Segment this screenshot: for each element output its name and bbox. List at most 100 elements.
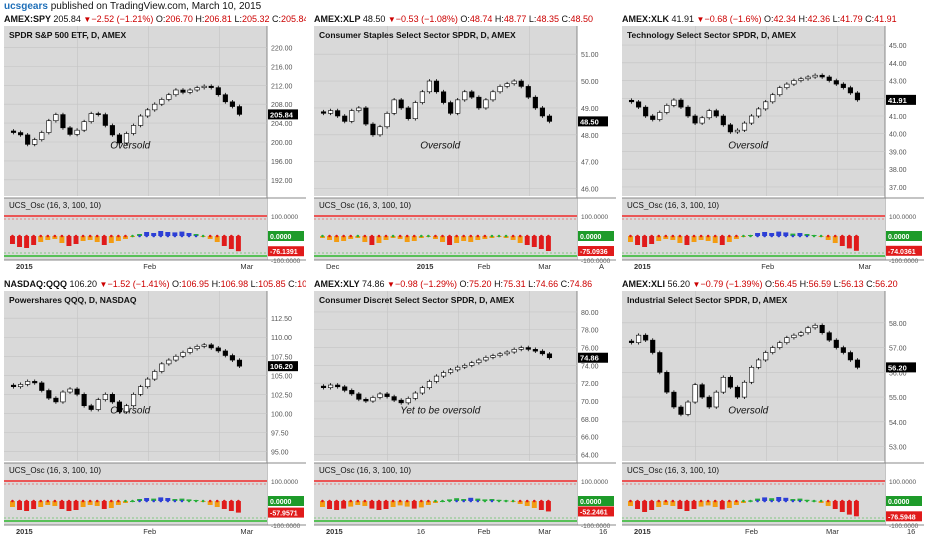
- osc-bar: [783, 232, 789, 236]
- ohlc-values: O:75.20 H:75.31 L:74.66 C:74.86: [460, 279, 593, 289]
- osc-zero-dot: [713, 234, 717, 238]
- symbol-name: AMEX:XLK: [622, 14, 672, 24]
- ohlc-key: O:: [460, 14, 470, 24]
- osc-bar: [397, 236, 403, 239]
- x-tick-label: 16: [907, 527, 915, 536]
- osc-bar: [172, 232, 178, 236]
- osc-bar: [355, 501, 361, 505]
- candle: [102, 112, 108, 128]
- ohlc-values: O:106.95 H:106.98 L:105.85 C:106.20: [172, 279, 306, 289]
- osc-zero-dot: [194, 234, 198, 238]
- osc-bar: [80, 236, 86, 241]
- osc-zero-dot: [629, 499, 632, 503]
- osc-zero-dot: [321, 234, 324, 238]
- candle-body: [727, 376, 733, 388]
- osc-zero-dot: [848, 234, 851, 238]
- osc-bar: [228, 501, 234, 511]
- chart-panel-nasdaq-qqq[interactable]: NASDAQ:QQQ 106.20 ▼−1.52 (−1.41%) O:106.…: [4, 278, 306, 538]
- osc-bar: [101, 501, 107, 509]
- candle-body: [812, 324, 818, 329]
- candle-body: [95, 113, 101, 115]
- osc-last-label: -76.5948: [888, 514, 916, 521]
- osc-zero-dot: [391, 234, 395, 238]
- osc-zero-dot: [756, 499, 759, 503]
- candle: [25, 379, 31, 387]
- osc-bar: [769, 498, 775, 501]
- chart-panel-amex-xlk[interactable]: AMEX:XLK 41.91 ▼−0.68 (−1.6%) O:42.34 H:…: [622, 13, 924, 273]
- candle-body: [791, 80, 797, 85]
- ohlc-key: L:: [528, 279, 536, 289]
- osc-bar: [649, 501, 655, 510]
- price-tick-label: 212.00: [271, 83, 293, 90]
- chart-panel-amex-spy[interactable]: AMEX:SPY 205.84 ▼−2.52 (−1.21%) O:206.70…: [4, 13, 306, 273]
- chart-panel-amex-xlp[interactable]: AMEX:XLP 48.50 ▼−0.53 (−1.08%) O:48.74 H…: [314, 13, 616, 273]
- osc-zero-dot: [32, 234, 35, 238]
- osc-tick-label: 100.0000: [581, 214, 608, 221]
- last-price: 205.84: [53, 14, 84, 24]
- osc-last-tag: [886, 245, 922, 256]
- osc-last-tag: [578, 246, 614, 257]
- candle-body: [173, 89, 179, 96]
- candle-body: [833, 339, 839, 348]
- price-tick-label: 192.00: [271, 178, 293, 185]
- candle: [462, 363, 468, 370]
- osc-zero-dot: [398, 499, 402, 503]
- osc-bar: [762, 497, 768, 501]
- candle-body: [236, 359, 243, 367]
- candle-body: [643, 106, 649, 117]
- candle: [32, 137, 38, 147]
- candle-body: [741, 122, 748, 131]
- candle-body: [180, 352, 186, 357]
- osc-zero-dot: [328, 499, 331, 503]
- candle: [497, 84, 503, 94]
- candle-body: [229, 355, 235, 361]
- chart-panel-amex-xli[interactable]: AMEX:XLI 56.20 ▼−0.79 (−1.39%) O:56.45 H…: [622, 278, 924, 538]
- osc-tick-label: 100.0000: [581, 479, 608, 486]
- candle-body: [483, 99, 489, 109]
- candle-body: [770, 94, 776, 103]
- osc-zero-dot: [384, 234, 388, 238]
- candle-body: [60, 391, 66, 403]
- osc-bar: [418, 501, 424, 508]
- x-tick-label: Feb: [143, 527, 156, 536]
- ohlc-value-o: 206.70: [165, 14, 196, 24]
- osc-title: UCS_Osc (16, 3, 100, 10): [9, 201, 101, 210]
- osc-last-tag: [578, 506, 614, 517]
- candle-body: [798, 78, 804, 81]
- osc-zero-dot: [39, 234, 43, 238]
- candle: [791, 333, 797, 340]
- price-tick-label: 66.00: [581, 435, 599, 442]
- x-tick-label: Mar: [538, 262, 551, 271]
- ohlc-key: C:: [561, 14, 571, 24]
- candle: [384, 111, 390, 129]
- candle: [777, 85, 783, 97]
- publish-line: ucsgears published on TradingView.com, M…: [4, 1, 261, 13]
- candle: [391, 97, 397, 116]
- osc-zero-dot: [230, 234, 233, 238]
- chart-title: Industrial Select Sector SPDR, D, AMEX: [627, 295, 788, 305]
- candle: [833, 338, 839, 350]
- author-link[interactable]: ucsgears: [4, 1, 48, 12]
- candle-body: [342, 115, 348, 122]
- osc-zero-dot: [840, 499, 844, 503]
- candle-body: [398, 99, 404, 109]
- osc-bar: [719, 501, 725, 510]
- candle: [152, 102, 158, 112]
- osc-zero-dot: [720, 234, 724, 238]
- osc-zero-dot: [363, 499, 367, 503]
- osc-zero-label: 0.0000: [580, 234, 602, 241]
- candle: [159, 362, 165, 374]
- candle-body: [384, 113, 390, 128]
- chart-panel-amex-xly[interactable]: AMEX:XLY 74.86 ▼−0.98 (−1.29%) O:75.20 H…: [314, 278, 616, 538]
- candle-body: [433, 80, 440, 93]
- ohlc-values: O:56.45 H:56.59 L:56.13 C:56.20: [765, 279, 898, 289]
- osc-zero-dot: [405, 234, 409, 238]
- down-arrow-icon: ▼: [692, 280, 701, 289]
- candle-body: [363, 107, 369, 125]
- candle: [145, 107, 151, 118]
- candle: [727, 122, 733, 134]
- candle: [201, 342, 207, 349]
- candle-body: [469, 362, 475, 366]
- down-arrow-icon: ▼: [387, 15, 396, 24]
- x-tick-label: Dec: [326, 262, 340, 271]
